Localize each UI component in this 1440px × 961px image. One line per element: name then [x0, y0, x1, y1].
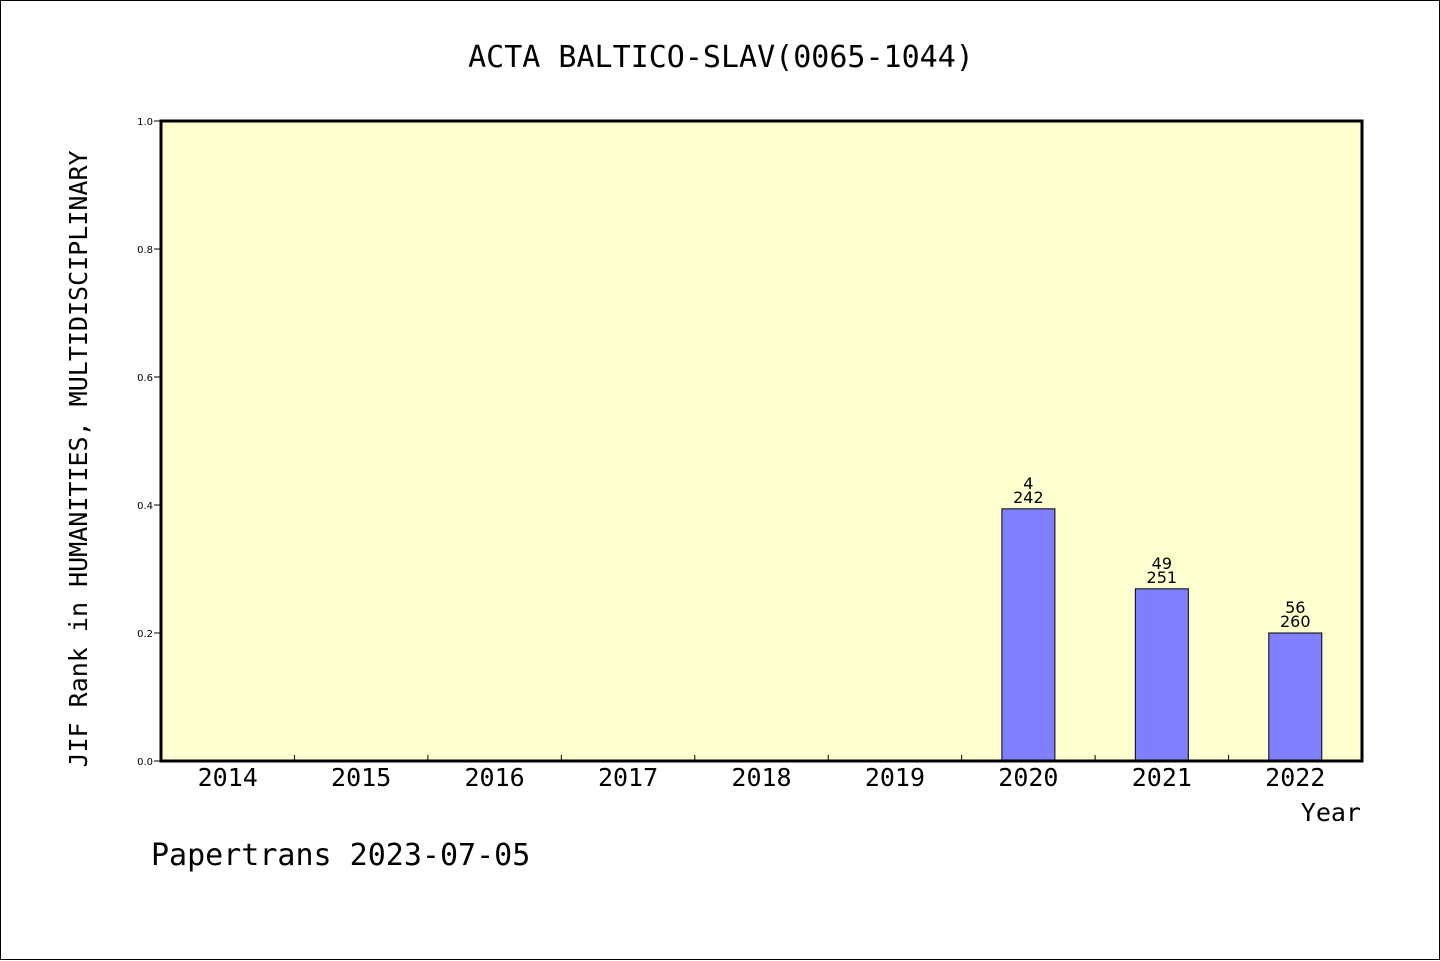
- y-tick-label-0.0: 0.0: [137, 757, 153, 768]
- footer-credit: Papertrans 2023-07-05: [151, 838, 530, 873]
- bar-2021: [1134, 588, 1189, 762]
- x-tick-label-2022: 2022: [1265, 763, 1325, 792]
- bar-rank-label-2020: 4: [1023, 474, 1033, 493]
- y-tick-label-0.2: 0.2: [137, 629, 153, 640]
- y-axis-label: JIF Rank in HUMANITIES, MULTIDISCIPLINAR…: [64, 150, 93, 767]
- x-tick-label-2015: 2015: [331, 763, 391, 792]
- plot-border: [159, 119, 1364, 763]
- bar-rank-label-2021: 49: [1152, 554, 1172, 573]
- bar-2022: [1268, 632, 1323, 762]
- x-tick-label-2021: 2021: [1132, 763, 1192, 792]
- y-tick-label-0.8: 0.8: [137, 245, 153, 256]
- x-tick-label-2016: 2016: [465, 763, 525, 792]
- x-tick-label-2019: 2019: [865, 763, 925, 792]
- x-axis-label: Year: [1301, 798, 1361, 827]
- x-tick-label-2017: 2017: [598, 763, 658, 792]
- bar-total-label-2020: 242: [1013, 488, 1044, 507]
- bar-2020: [1001, 508, 1056, 762]
- bar-total-label-2021: 251: [1147, 568, 1178, 587]
- bar-rank-label-2022: 56: [1285, 598, 1305, 617]
- y-tick-label-1.0: 1.0: [137, 117, 153, 128]
- x-tick-label-2018: 2018: [731, 763, 791, 792]
- x-tick-label-2014: 2014: [198, 763, 258, 792]
- x-tick-label-2020: 2020: [998, 763, 1058, 792]
- chart-title: ACTA BALTICO-SLAV(0065-1044): [468, 40, 974, 75]
- x-axis: 2014 2015 2016 2017 2018 2019 2020 2021 2022: [198, 755, 1325, 792]
- y-axis: 0.0 0.2 0.4 0.6 0.8 1.0: [137, 117, 161, 768]
- y-tick-label-0.6: 0.6: [137, 373, 153, 384]
- y-tick-label-0.4: 0.4: [137, 501, 153, 512]
- bar-total-label-2022: 260: [1280, 612, 1311, 631]
